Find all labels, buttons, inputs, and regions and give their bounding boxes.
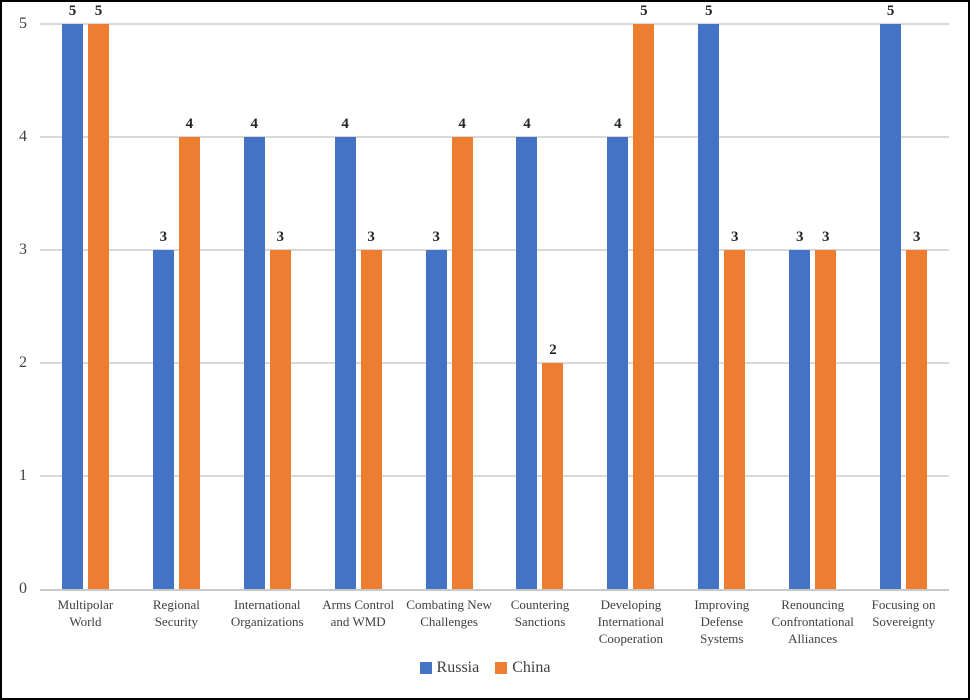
category-label: Countering Sanctions	[510, 597, 570, 629]
gridline-5	[40, 23, 949, 25]
bar-china-5: 4	[451, 116, 473, 589]
bar-value-label: 3	[367, 229, 375, 245]
gridline-3	[40, 249, 949, 251]
bar-value-label: 5	[705, 3, 713, 19]
bar-value-label: 3	[432, 229, 440, 245]
x-axis-labels: Multipolar World Regional Security Interna…	[40, 596, 949, 647]
category-label: Arms Control and WMD	[322, 597, 395, 629]
legend-item-russia: Russia	[419, 659, 480, 677]
bar-value-label: 3	[159, 229, 168, 245]
bar-russia-4: 4	[334, 116, 356, 589]
y-tick-label: 1	[19, 467, 27, 484]
y-tick-label: 3	[19, 241, 27, 258]
bar-value-label: 4	[458, 116, 466, 132]
bar-value-label: 5	[640, 3, 648, 19]
bar-china-7: 5	[633, 3, 655, 589]
legend-swatch-china	[495, 662, 508, 674]
bar-china-1: 5	[87, 3, 109, 589]
bar-value-label: 4	[185, 116, 194, 132]
legend-swatch-russia	[419, 662, 432, 674]
y-tick-label: 2	[19, 354, 27, 371]
bar-value-label: 3	[731, 229, 739, 245]
bar-china-4: 3	[360, 229, 382, 589]
legend-item-china: China	[495, 659, 550, 677]
bar-russia-5: 3	[425, 229, 447, 589]
bar-russia-3: 4	[243, 116, 265, 589]
category-label: International Organizations	[230, 597, 304, 629]
bar-russia-6: 4	[516, 116, 538, 589]
category-label: Improving Defense Systems	[694, 597, 750, 646]
bar-value-label: 3	[276, 229, 285, 245]
legend-label: China	[512, 659, 551, 676]
category-label: Combating New Challenges	[406, 597, 492, 629]
bar-russia-2: 3	[152, 229, 174, 589]
bar-russia-1: 5	[61, 3, 83, 589]
y-tick-label: 0	[19, 580, 27, 597]
legend-label: Russia	[436, 659, 480, 676]
bar-china-2: 4	[178, 116, 200, 589]
bar-russia-7: 4	[607, 116, 629, 589]
category-label: Multipolar World	[57, 597, 114, 629]
bar-value-label: 3	[912, 229, 921, 245]
bar-china-6: 2	[542, 342, 564, 589]
bar-china-10: 3	[906, 229, 928, 589]
bar-value-label: 4	[250, 116, 259, 132]
category-label: Regional Security	[152, 597, 200, 629]
y-axis: 0 1 2 3 4 5	[2, 15, 29, 597]
bar-russia-8: 5	[698, 3, 720, 589]
category-label: Renouncing Confrontational Alliances	[771, 597, 854, 646]
bar-value-label: 4	[523, 116, 531, 132]
bar-value-label: 2	[549, 342, 557, 358]
bar-china-3: 3	[269, 229, 291, 589]
y-tick-label: 4	[19, 128, 27, 145]
bar-value-label: 5	[94, 3, 103, 19]
bar-value-label: 5	[68, 3, 77, 19]
legend: Russia China	[2, 659, 968, 677]
bar-russia-10: 5	[880, 3, 902, 589]
gridline-1	[40, 475, 949, 477]
category-label: Focusing on Sovereignty	[871, 597, 936, 629]
bar-china-9: 3	[815, 229, 837, 589]
bar-value-label: 4	[341, 116, 349, 132]
category-label: Developing International Cooperation	[597, 597, 665, 646]
bar-russia-9: 3	[789, 229, 811, 589]
bar-value-label: 5	[886, 3, 895, 19]
y-tick-label: 5	[19, 15, 27, 32]
gridline-2	[40, 362, 949, 364]
bar-value-label: 3	[795, 229, 804, 245]
bar-value-label: 3	[821, 229, 830, 245]
gridline-4	[40, 136, 949, 138]
bar-china-8: 3	[724, 229, 746, 589]
bar-value-label: 4	[614, 116, 622, 132]
